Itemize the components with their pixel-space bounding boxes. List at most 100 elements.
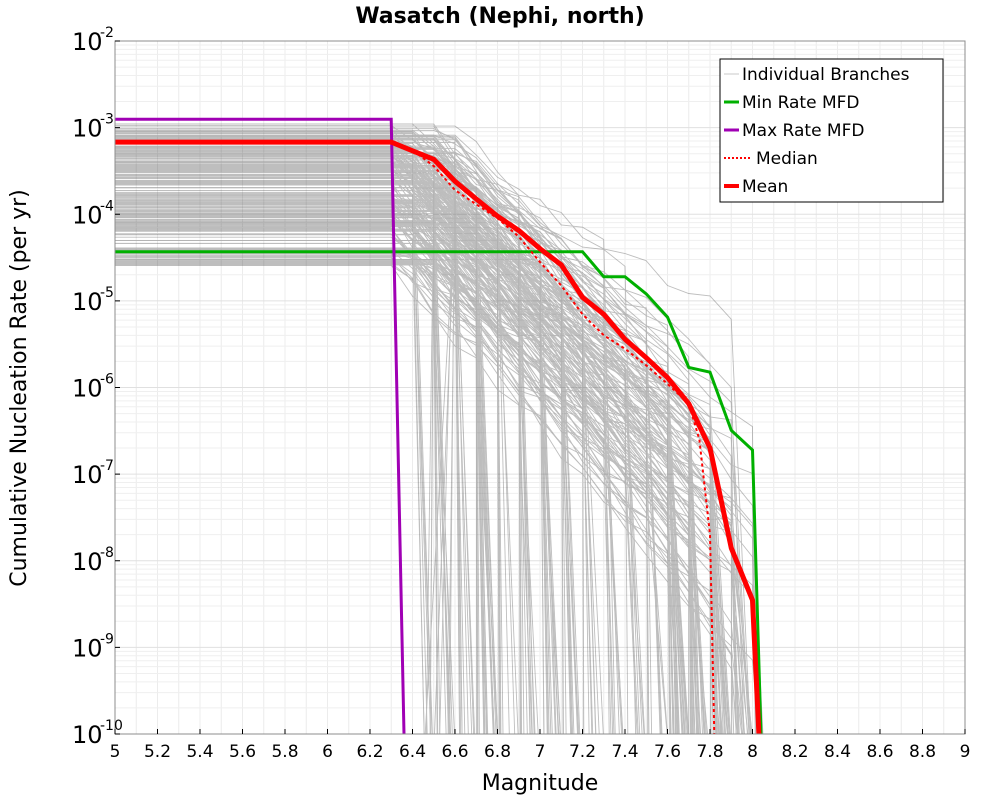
branch-line	[115, 224, 552, 735]
branch-line	[115, 186, 686, 735]
branch-line	[115, 202, 706, 735]
branch-line	[115, 129, 610, 735]
branch-line	[115, 125, 623, 735]
x-tick-label: 5.4	[186, 742, 213, 762]
x-tick-label: 6.6	[441, 742, 468, 762]
x-tick-label: 5.8	[271, 742, 298, 762]
branch-line	[115, 224, 674, 735]
branch-line	[115, 262, 672, 735]
branch-line	[115, 170, 469, 735]
branch-line	[115, 257, 451, 735]
branch-line	[115, 177, 692, 735]
branch-line	[115, 227, 721, 735]
branch-line	[115, 169, 721, 735]
branch-line	[115, 190, 684, 735]
branch-line	[115, 243, 679, 735]
branch-line	[115, 169, 439, 735]
branch-line	[115, 158, 572, 735]
branch-line	[115, 164, 685, 735]
y-tick-exponent: -4	[100, 198, 114, 214]
branch-line	[115, 207, 716, 735]
branch-line	[115, 137, 567, 735]
branch-line	[115, 194, 435, 735]
branch-line	[115, 228, 760, 735]
y-tick-label: 10	[72, 201, 103, 229]
branch-line	[115, 262, 698, 735]
y-tick-label: 10	[72, 461, 103, 489]
branch-line	[115, 228, 556, 735]
branch-line	[115, 215, 450, 735]
branch-line	[115, 229, 702, 735]
x-tick-label: 8	[747, 742, 758, 762]
x-tick-label: 5	[110, 742, 121, 762]
branch-line	[115, 224, 671, 735]
branch-line	[115, 141, 719, 735]
branch-line	[115, 216, 689, 735]
branch-line	[115, 187, 641, 735]
y-tick-label: 10	[72, 634, 103, 662]
branch-line	[115, 168, 689, 735]
branch-line	[115, 140, 689, 735]
branch-line	[115, 223, 497, 735]
branch-line	[115, 174, 500, 735]
x-tick-label: 9	[960, 742, 971, 762]
branch-line	[115, 165, 706, 735]
branch-line	[115, 251, 752, 735]
branch-line	[115, 202, 432, 735]
branch-line	[115, 226, 744, 735]
y-tick-label: 10	[72, 288, 103, 316]
branch-line	[115, 213, 597, 735]
y-tick-label: 10	[72, 548, 103, 576]
branch-line	[115, 211, 456, 735]
branch-line	[115, 131, 616, 735]
branch-line	[115, 210, 489, 735]
branch-line	[115, 195, 433, 735]
branch-line	[115, 264, 735, 735]
branch-line	[115, 152, 535, 735]
branch-line	[115, 219, 545, 735]
branch-line	[115, 172, 639, 735]
branch-line	[115, 222, 560, 735]
branch-line	[115, 213, 466, 735]
branch-line	[115, 204, 675, 735]
branch-line	[115, 247, 435, 735]
branch-line	[115, 152, 718, 735]
branch-line	[115, 165, 705, 735]
x-axis-label: Magnitude	[482, 771, 599, 796]
y-tick-exponent: -6	[100, 372, 114, 388]
branch-line	[115, 218, 600, 735]
branch-line	[115, 225, 684, 735]
branch-line	[115, 219, 425, 735]
branch-line	[115, 161, 428, 735]
x-ticks: 5 5.2 5.4 5.6 5.8 6 6.2 6.4 6.6 6.8 7 7.2 7.4 7.6 7.8 8…	[110, 729, 971, 762]
branch-line	[115, 142, 698, 735]
branch-line	[115, 210, 501, 735]
branch-line	[115, 214, 593, 735]
x-tick-label: 8.6	[866, 742, 893, 762]
branch-line	[115, 210, 495, 735]
branch-line	[115, 155, 663, 735]
branch-line	[115, 212, 679, 735]
series-min-rate-mfd-line	[115, 250, 763, 735]
branch-line	[115, 183, 498, 735]
branch-line	[115, 152, 750, 735]
legend-item-label: Min Rate MFD	[742, 93, 860, 113]
branch-line	[115, 229, 594, 735]
branch-line	[115, 137, 615, 735]
legend-item-label: Individual Branches	[742, 65, 910, 85]
branch-line	[115, 147, 718, 735]
branch-line	[115, 194, 729, 735]
branch-line	[115, 211, 743, 735]
branch-line	[115, 201, 650, 735]
y-tick-exponent: -8	[100, 545, 114, 561]
branch-line	[115, 139, 716, 735]
branch-line	[115, 249, 612, 735]
branch-line	[115, 161, 441, 735]
branch-line	[115, 259, 478, 735]
branch-line	[115, 183, 675, 735]
branch-line	[115, 136, 700, 735]
branch-line	[115, 180, 737, 735]
branch-line	[115, 137, 523, 735]
x-tick-label: 7.8	[696, 742, 723, 762]
y-tick-exponent: -10	[100, 718, 123, 734]
